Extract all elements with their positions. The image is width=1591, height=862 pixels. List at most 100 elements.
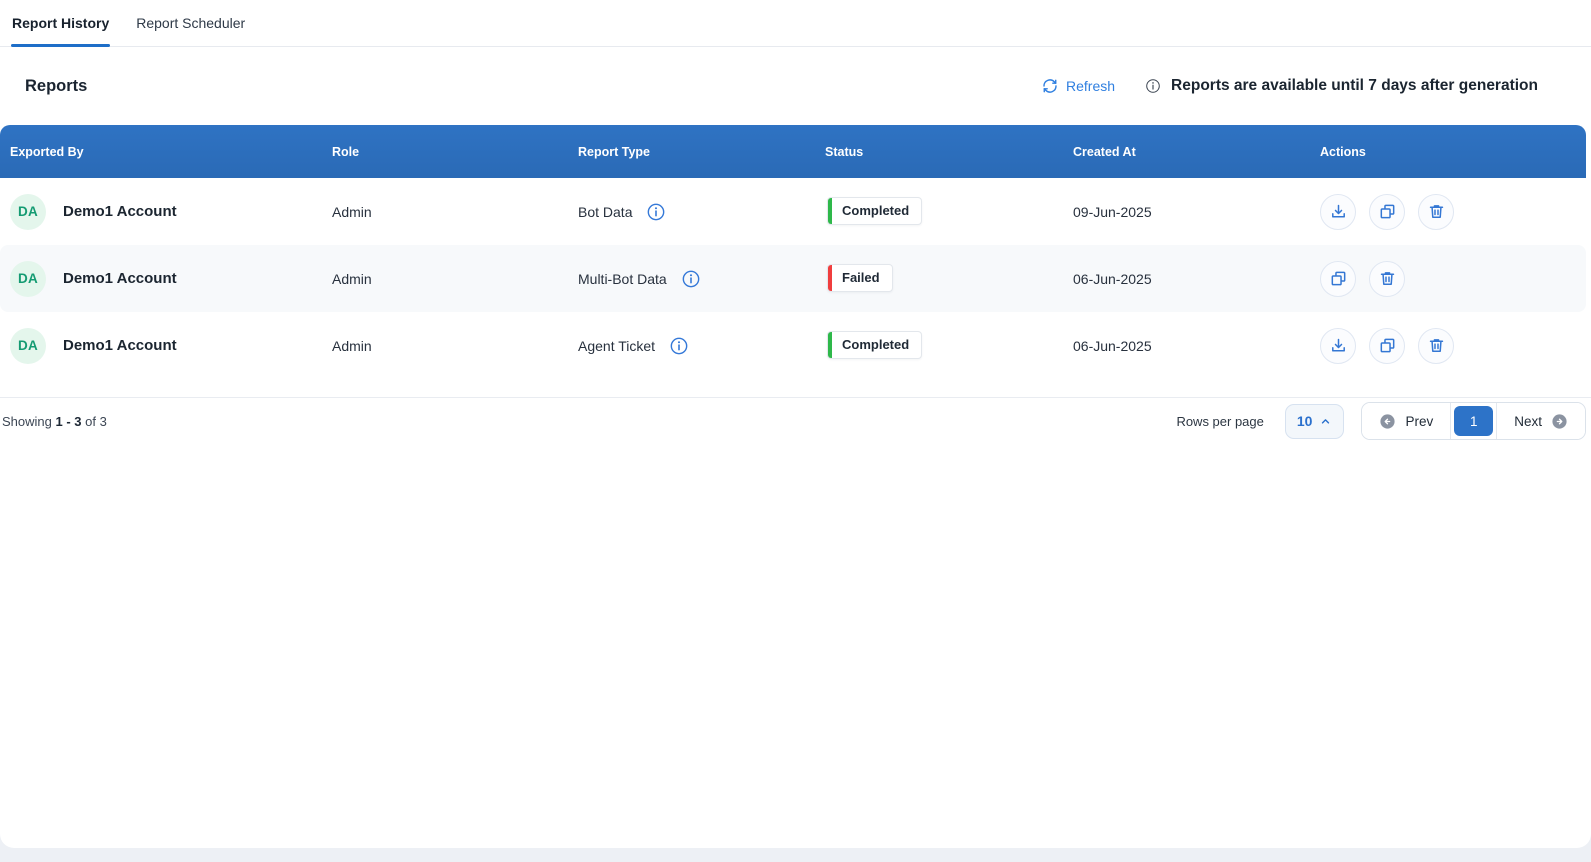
col-actions: Actions	[1320, 144, 1366, 159]
next-label: Next	[1514, 413, 1542, 429]
report-type-cell: Multi-Bot Data	[578, 269, 825, 289]
rows-per-page-select[interactable]: 10	[1284, 403, 1345, 439]
info-icon[interactable]	[646, 202, 666, 222]
refresh-label: Refresh	[1066, 78, 1116, 94]
created-at-cell: 06-Jun-2025	[1073, 337, 1152, 354]
copy-icon	[1378, 336, 1397, 355]
page-title: Reports	[25, 76, 88, 95]
info-icon	[1145, 78, 1161, 94]
copy-icon	[1329, 269, 1348, 288]
copy-button[interactable]	[1369, 327, 1405, 364]
table-row: DA Demo1 Account Admin Bot Data Complete…	[0, 178, 1586, 245]
prev-icon	[1379, 413, 1396, 430]
status-badge: Completed	[827, 330, 923, 359]
created-at-cell: 06-Jun-2025	[1073, 270, 1152, 287]
showing-prefix: Showing	[2, 413, 52, 429]
next-page-button[interactable]: Next	[1497, 403, 1585, 439]
status-bar	[828, 197, 832, 224]
avatar-initials: DA	[17, 204, 39, 219]
tab-report-scheduler[interactable]: Report Scheduler	[136, 15, 246, 31]
exported-by-cell: DA Demo1 Account	[10, 193, 332, 230]
rows-per-page-value: 10	[1296, 413, 1313, 429]
role-cell: Admin	[332, 337, 372, 354]
report-type-label: Multi-Bot Data	[578, 270, 667, 287]
copy-button[interactable]	[1320, 260, 1356, 297]
actions-cell	[1320, 193, 1586, 230]
col-status: Status	[825, 144, 864, 159]
col-exported-by: Exported By	[10, 144, 84, 159]
col-report-type: Report Type	[578, 144, 650, 159]
exported-by-name: Demo1 Account	[63, 337, 177, 354]
prev-label: Prev	[1405, 413, 1434, 429]
status-label: Completed	[842, 203, 910, 218]
footer-right: Rows per page 10 Prev 1	[1176, 402, 1586, 440]
chevron-up-icon	[1319, 415, 1332, 428]
tab-report-history[interactable]: Report History	[11, 0, 111, 47]
showing-suffix: of 3	[85, 413, 107, 429]
toolbar: Reports Refresh Reports are available un…	[0, 47, 1591, 125]
retention-notice: Reports are available until 7 days after…	[1145, 77, 1538, 95]
status-cell: Completed	[825, 330, 1073, 361]
showing-text: Showing 1 - 3 of 3	[2, 414, 107, 429]
info-icon[interactable]	[669, 336, 689, 356]
table-footer: Showing 1 - 3 of 3 Rows per page 10 Prev	[0, 398, 1591, 444]
exported-by-cell: DA Demo1 Account	[10, 260, 332, 297]
created-at-cell: 09-Jun-2025	[1073, 203, 1152, 220]
download-button[interactable]	[1320, 193, 1356, 230]
rows-per-page-label: Rows per page	[1176, 413, 1264, 429]
report-type-cell: Agent Ticket	[578, 336, 825, 356]
role-cell: Admin	[332, 270, 372, 287]
table-row: DA Demo1 Account Admin Agent Ticket Comp…	[0, 312, 1586, 379]
retention-notice-text: Reports are available until 7 days after…	[1171, 77, 1538, 94]
status-label: Completed	[842, 337, 910, 352]
status-cell: Completed	[825, 196, 1073, 227]
info-icon[interactable]	[681, 269, 701, 289]
reports-table: Exported By Role Report Type Status Crea…	[0, 125, 1586, 379]
delete-button[interactable]	[1418, 327, 1454, 364]
pager: Prev 1 Next	[1361, 402, 1586, 440]
prev-page-button[interactable]: Prev	[1362, 403, 1451, 439]
role-cell: Admin	[332, 203, 372, 220]
tab-bar: Report History Report Scheduler	[0, 0, 1591, 47]
download-button[interactable]	[1320, 327, 1356, 364]
status-label: Failed	[842, 270, 880, 285]
showing-range: 1 - 3	[55, 413, 82, 429]
status-bar	[828, 331, 832, 358]
col-role: Role	[332, 144, 360, 159]
delete-button[interactable]	[1369, 260, 1405, 297]
download-icon	[1329, 336, 1348, 355]
refresh-button[interactable]: Refresh	[1042, 78, 1115, 94]
delete-icon	[1427, 202, 1446, 221]
avatar-initials: DA	[17, 271, 39, 286]
footer-divider	[0, 397, 1591, 398]
page-number-button[interactable]: 1	[1451, 403, 1496, 439]
exported-by-name: Demo1 Account	[63, 270, 177, 287]
exported-by-cell: DA Demo1 Account	[10, 327, 332, 364]
report-type-label: Bot Data	[578, 203, 633, 220]
delete-button[interactable]	[1418, 193, 1454, 230]
table-header: Exported By Role Report Type Status Crea…	[0, 125, 1586, 178]
pager-divider	[1496, 403, 1498, 439]
delete-icon	[1378, 269, 1397, 288]
status-bar	[828, 264, 832, 291]
status-badge: Failed	[827, 263, 893, 292]
next-icon	[1551, 413, 1568, 430]
delete-icon	[1427, 336, 1446, 355]
pager-divider	[1450, 403, 1452, 439]
copy-icon	[1378, 202, 1397, 221]
avatar: DA	[10, 260, 46, 297]
status-badge: Completed	[827, 196, 923, 225]
actions-cell	[1320, 260, 1586, 297]
exported-by-name: Demo1 Account	[63, 203, 177, 220]
status-cell: Failed	[825, 263, 1073, 294]
avatar-initials: DA	[17, 338, 39, 353]
avatar: DA	[10, 327, 46, 364]
copy-button[interactable]	[1369, 193, 1405, 230]
avatar: DA	[10, 193, 46, 230]
col-created-at: Created At	[1073, 144, 1136, 159]
toolbar-right: Refresh Reports are available until 7 da…	[1042, 77, 1538, 95]
download-icon	[1329, 202, 1348, 221]
table-row: DA Demo1 Account Admin Multi-Bot Data Fa…	[0, 245, 1586, 312]
report-type-cell: Bot Data	[578, 202, 825, 222]
